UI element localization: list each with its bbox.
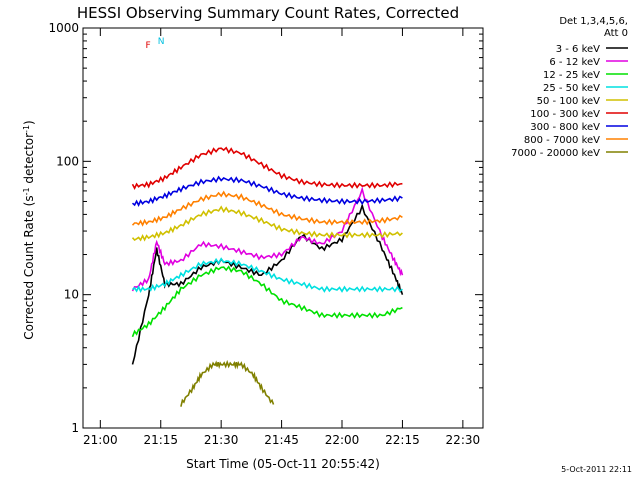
flag-N: N xyxy=(158,37,165,47)
series-line-3 xyxy=(132,257,403,293)
legend-label-4: 50 - 100 keV xyxy=(537,96,601,107)
x-tick-label-1: 21:15 xyxy=(143,433,178,447)
x-axis-label: Start Time (05-Oct-11 20:55:42) xyxy=(186,457,380,471)
legend-label-0: 3 - 6 keV xyxy=(556,44,600,55)
axes-ticks: 1 10 100 1000 21:00 21:15 21:30 21:45 22:00 22:15… xyxy=(48,21,483,447)
y-axis-label: Corrected Count Rate (s-1 detector-1) xyxy=(22,120,37,339)
series-line-1 xyxy=(131,186,404,292)
series-line-4 xyxy=(131,205,403,242)
footer-timestamp: 5-Oct-2011 22:11 xyxy=(561,465,632,474)
legend-label-3: 25 - 50 keV xyxy=(543,83,600,94)
y-tick-label-1: 10 xyxy=(64,288,79,302)
legend-label-8: 7000 - 20000 keV xyxy=(511,148,600,159)
x-tick-label-6: 22:30 xyxy=(446,433,481,447)
x-tick-label-4: 22:00 xyxy=(325,433,360,447)
chart-title: HESSI Observing Summary Count Rates, Cor… xyxy=(77,4,459,22)
legend-label-7: 800 - 7000 keV xyxy=(524,135,600,146)
series-line-8 xyxy=(180,359,275,407)
series-line-2 xyxy=(131,265,403,338)
series-line-5 xyxy=(131,146,403,190)
x-tick-label-0: 21:00 xyxy=(83,433,118,447)
legend: 3 - 6 keV 6 - 12 keV 12 - 25 keV 25 - 50 ke… xyxy=(511,44,628,159)
x-tick-label-3: 21:45 xyxy=(264,433,299,447)
y-tick-label-3: 1000 xyxy=(48,21,79,35)
plot-frame xyxy=(82,27,484,429)
flag-F: F xyxy=(146,41,151,51)
legend-label-1: 6 - 12 keV xyxy=(549,57,600,68)
series-line-6 xyxy=(131,175,403,207)
legend-header-line2: Att 0 xyxy=(604,28,628,39)
legend-label-6: 300 - 800 keV xyxy=(530,122,600,133)
x-tick-label-5: 22:15 xyxy=(385,433,420,447)
legend-label-5: 100 - 300 keV xyxy=(530,109,600,120)
series-line-7 xyxy=(131,190,403,227)
y-tick-label-2: 100 xyxy=(56,154,79,168)
legend-header-line1: Det 1,3,4,5,6, xyxy=(559,16,628,27)
legend-label-2: 12 - 25 keV xyxy=(543,70,600,81)
x-tick-label-2: 21:30 xyxy=(204,433,239,447)
y-tick-label-0: 1 xyxy=(71,421,79,435)
